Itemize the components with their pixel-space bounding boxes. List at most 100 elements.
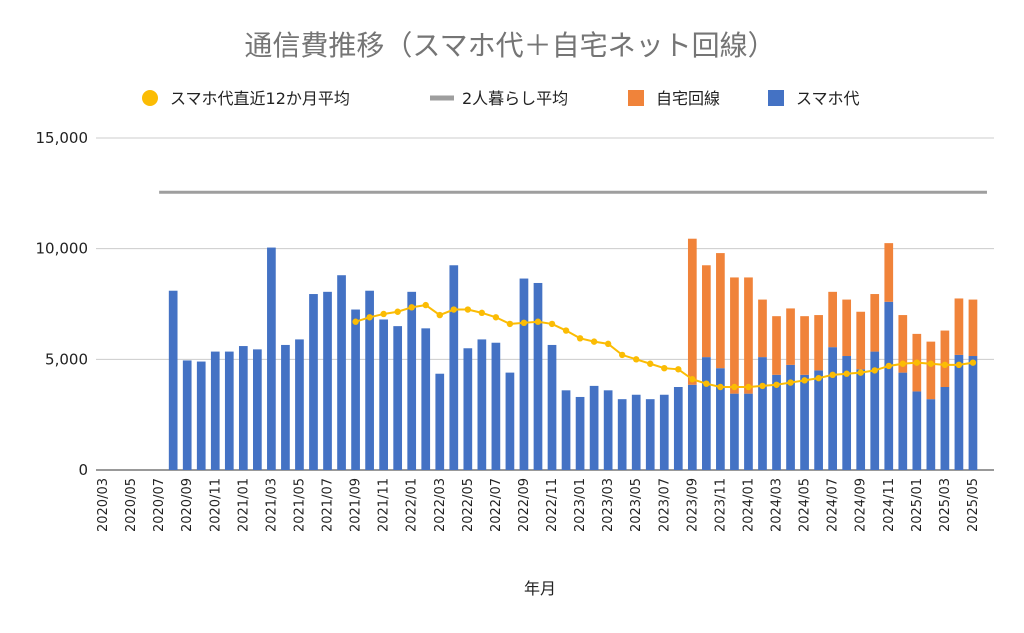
bar-smartphone [589,385,599,470]
bar-home-line [786,308,795,365]
x-tick-label: 2023/07 [657,478,672,532]
legend-label: スマホ代 [796,89,860,108]
average-point [773,381,780,388]
bar-smartphone [884,301,894,470]
average-point [520,319,528,327]
average-point [618,351,626,359]
bar-smartphone [926,399,936,470]
bar-smartphone [309,294,318,470]
bar-smartphone [351,309,360,470]
bar-smartphone [856,369,866,470]
average-point [745,383,752,391]
x-tick-label: 2021/07 [321,478,336,532]
average-point [590,338,598,345]
bar-smartphone [210,351,220,470]
bar-smartphone [730,393,739,470]
x-tick-label: 2022/11 [545,478,560,532]
average-point [801,377,808,384]
average-point [422,301,429,309]
bar-smartphone [561,390,571,470]
bar-smartphone [659,394,669,470]
bar-smartphone [786,364,795,470]
average-point [843,370,850,377]
bar-smartphone [702,357,711,470]
bar-smartphone [365,290,374,470]
x-tick-label: 2024/09 [854,478,869,532]
bar-smartphone [224,351,234,470]
bar-smartphone [182,360,192,470]
x-tick-label: 2022/01 [405,478,420,532]
bar-smartphone [772,374,781,470]
y-tick-label: 0 [78,461,88,479]
bars [168,238,978,470]
bar-smartphone [673,387,683,470]
bar-home-line [856,311,866,370]
bar-home-line [870,294,880,352]
average-point [885,362,892,370]
x-axis-label: 年月 [524,579,556,598]
x-tick-label: 2023/09 [685,478,700,532]
legend-marker-square [768,90,784,106]
bar-smartphone [968,356,978,470]
bar-home-line [716,253,725,369]
bar-home-line [828,291,837,348]
average-point [394,308,401,315]
x-tick-label: 2022/05 [461,478,476,532]
average-point [871,367,878,374]
bar-smartphone [870,351,880,470]
bar-home-line [730,277,739,394]
average-point [366,314,373,321]
bar-home-line [758,299,767,358]
average-point [492,314,500,321]
line-12-month-average [355,304,974,388]
x-tick-label: 2024/03 [770,478,785,532]
bar-smartphone [744,393,753,470]
bar-smartphone [196,361,206,470]
bar-home-line [814,315,823,371]
average-point [703,380,710,387]
x-tick-label: 2021/09 [349,478,364,532]
bar-smartphone [940,387,950,470]
x-tick-label: 2023/05 [629,478,644,532]
bar-home-line [687,238,697,385]
bar-smartphone [295,339,304,470]
average-point [717,383,724,391]
average-point [647,360,654,367]
average-point [408,304,415,311]
average-point [731,383,738,391]
bar-smartphone [617,399,627,470]
x-tick-label: 2023/11 [713,478,728,532]
average-point [941,361,949,369]
y-tick-label: 5,000 [45,350,88,368]
bar-smartphone [421,328,431,470]
average-point [927,360,935,367]
bar-home-line [898,315,908,373]
x-tick-label: 2024/01 [741,478,756,532]
bar-smartphone [407,291,417,470]
legend-marker-line [430,95,454,101]
y-tick-label: 15,000 [36,129,89,147]
average-point [899,360,906,367]
bar-smartphone [393,326,403,470]
x-tick-label: 2022/07 [489,478,504,532]
x-tick-label: 2025/01 [910,478,925,532]
bar-smartphone [842,356,852,470]
bar-home-line [702,265,711,358]
average-point [675,366,682,373]
x-tick-label: 2024/11 [882,478,897,532]
x-tick-label: 2020/03 [96,478,111,532]
average-point [787,379,794,386]
bar-home-line [926,341,936,400]
x-tick-label: 2022/09 [517,478,532,532]
bar-smartphone [547,344,557,470]
y-axis: 0 5,000 10,000 15,000 [36,129,89,479]
bar-home-line [968,299,978,357]
average-point [633,356,640,363]
bar-smartphone [238,346,248,470]
chart-title: 通信費推移（スマホ代＋自宅ネット回線） [244,29,775,62]
legend-label: 2人暮らし平均 [462,89,568,108]
lines [159,190,987,391]
bar-home-line [940,330,950,387]
